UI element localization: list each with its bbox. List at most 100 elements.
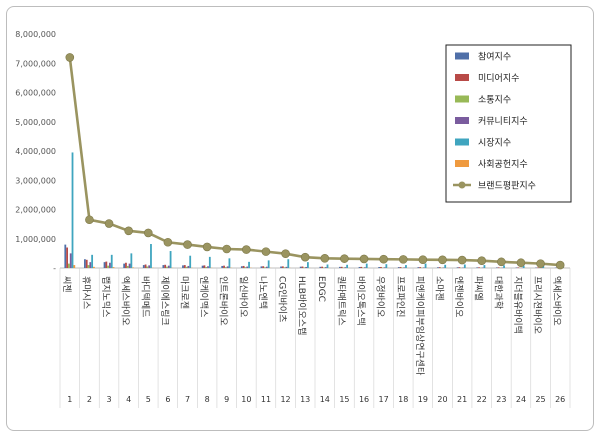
bar-23-series-1	[495, 267, 498, 268]
bar-6-series-1	[162, 265, 165, 268]
bar-3-series-2	[105, 261, 108, 268]
line-point-24	[516, 258, 526, 268]
legend-label: 시장지수	[478, 138, 511, 149]
category-label: 우정바이오	[375, 276, 386, 317]
bar-23-series-5	[503, 265, 505, 268]
bar-9-series-1	[221, 265, 224, 268]
bar-1-series-3	[68, 263, 70, 268]
bar-15-series-2	[340, 266, 343, 268]
bar-14-series-5	[326, 264, 329, 268]
bar-18-series-4	[403, 267, 406, 268]
bar-21-series-5	[463, 264, 466, 268]
category-number: 20	[437, 395, 447, 404]
bar-17-series-5	[385, 264, 388, 268]
category-label: 랩지노믹스	[100, 276, 112, 317]
line-point-17	[379, 254, 388, 264]
bar-13-series-4	[305, 266, 307, 268]
bar-12-series-2	[281, 266, 284, 268]
line-point-9	[222, 244, 232, 254]
bar-5-series-5	[150, 244, 152, 268]
bar-10-series-5	[248, 261, 250, 268]
legend-label: 브랜드평판지수	[478, 181, 536, 192]
legend-label: 미디어지수	[478, 73, 519, 84]
category-label: 제이에스링크	[159, 276, 171, 326]
legend-swatch	[455, 52, 469, 60]
bar-18-series-5	[405, 265, 407, 268]
category-number: 25	[535, 395, 545, 404]
y-tick-label: 2,000,000	[15, 206, 56, 215]
legend-label: 소통지수	[478, 95, 511, 106]
line-point-4	[124, 226, 133, 236]
category-label: HLB바이오스텝	[296, 276, 308, 335]
category-number: 23	[496, 395, 506, 404]
bar-9-series-5	[228, 258, 231, 268]
line-point-22	[477, 256, 487, 265]
bar-22-series-2	[478, 267, 480, 268]
category-label: 지더블유바이텍	[512, 276, 523, 334]
category-label: 마크로젠	[179, 276, 190, 309]
category-label: 나노엔텍	[257, 276, 268, 309]
legend-label: 사회공헌지수	[478, 159, 528, 170]
line-point-20	[438, 255, 447, 265]
category-number: 1	[67, 395, 72, 404]
bar-1-series-6	[73, 265, 76, 268]
category-number: 17	[379, 395, 389, 404]
bar-8-series-1	[201, 265, 204, 268]
bar-12-series-1	[280, 266, 282, 268]
bar-8-series-2	[203, 265, 206, 268]
category-label: 휴마시스	[80, 276, 91, 309]
bar-17-series-4	[383, 267, 386, 268]
bar-20-series-1	[437, 267, 439, 268]
line-point-5	[143, 228, 153, 238]
bar-10-series-1	[240, 266, 243, 268]
bar-1-series-5	[71, 152, 74, 268]
line-point-15	[340, 254, 349, 263]
bar-12-series-3	[283, 267, 286, 268]
bar-16-series-4	[364, 267, 366, 268]
bar-4-series-1	[123, 263, 126, 268]
bar-19-series-5	[424, 263, 427, 268]
bar-9-series-4	[226, 266, 229, 268]
bar-24-series-2	[517, 267, 520, 268]
category-label: 엑세스바이오	[551, 276, 563, 326]
legend-swatch	[455, 95, 469, 103]
legend-label: 참여지수	[478, 51, 511, 63]
category-number: 6	[165, 395, 170, 404]
bar-5-series-3	[146, 266, 149, 268]
line-point-8	[202, 242, 212, 252]
bar-14-series-2	[321, 266, 324, 268]
bar-16-series-2	[360, 266, 363, 268]
legend-swatch	[455, 74, 469, 81]
bar-4-series-3	[126, 265, 129, 268]
category-label: CG인바이츠	[277, 276, 288, 322]
bar-2-series-4	[89, 262, 92, 268]
line-point-13	[300, 252, 310, 262]
category-number: 8	[205, 395, 210, 404]
bar-2-series-2	[85, 259, 88, 268]
category-number: 22	[477, 395, 487, 404]
bar-11-series-3	[264, 267, 266, 268]
category-number: 18	[398, 395, 408, 404]
bar-13-series-3	[303, 267, 306, 268]
category-number: 4	[126, 395, 131, 404]
bar-19-series-2	[419, 267, 422, 268]
category-number: 7	[185, 395, 190, 404]
y-tick-label: 4,000,000	[15, 147, 56, 156]
bar-12-series-5	[287, 259, 290, 268]
bar-11-series-1	[260, 266, 263, 268]
bar-6-series-2	[164, 264, 167, 268]
bar-10-series-2	[242, 265, 245, 268]
bar-2-series-6	[93, 266, 95, 268]
bar-4-series-6	[132, 267, 135, 268]
line-point-12	[281, 249, 290, 258]
line-point-14	[320, 254, 330, 263]
line-point-16	[359, 254, 369, 264]
bar-7-series-5	[189, 255, 192, 268]
line-point-19	[418, 255, 428, 264]
bar-19-series-1	[417, 267, 420, 268]
bar-5-series-2	[144, 264, 147, 268]
category-number: 26	[555, 395, 565, 404]
bar-15-series-1	[339, 266, 341, 268]
bar-13-series-1	[299, 266, 302, 268]
